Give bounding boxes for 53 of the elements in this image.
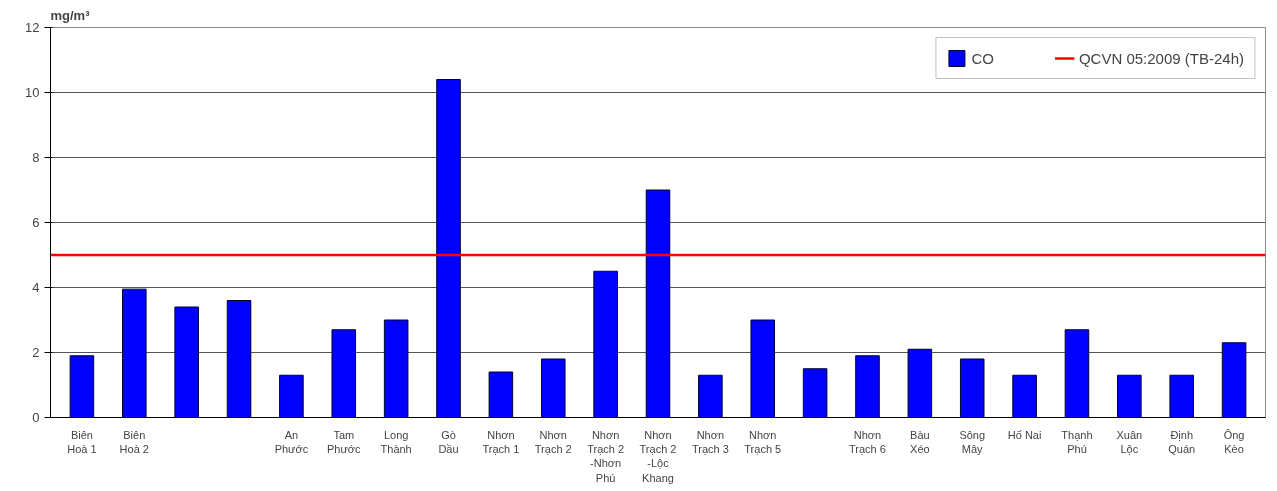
y-tick-label: 6 xyxy=(32,215,40,230)
x-tick-label: Biên Hoà 2 xyxy=(119,428,149,455)
x-tick-label: Nhơn Trạch 3 xyxy=(691,428,729,455)
bar xyxy=(698,374,723,418)
y-tick-label: 10 xyxy=(25,85,40,100)
bar xyxy=(174,306,199,418)
x-tick-label: Nhơn Trạch 2 xyxy=(534,428,572,455)
bar xyxy=(1064,329,1090,418)
x-tick-label: Tam Phước xyxy=(327,428,362,455)
bar xyxy=(645,189,671,418)
bar xyxy=(488,371,514,418)
x-tick-label: An Phước xyxy=(274,428,309,455)
bar xyxy=(1169,374,1194,418)
x-tick-label: Bàu Xéo xyxy=(910,428,930,455)
y-tick-label: 2 xyxy=(32,345,40,360)
x-tick-label: Định Quán xyxy=(1168,428,1196,455)
y-tick-label: 0 xyxy=(32,410,40,425)
x-tick-label: Ông Kèo xyxy=(1223,428,1245,455)
x-tick-label: Biên Hoà 1 xyxy=(67,428,97,455)
bar xyxy=(959,358,985,418)
x-tick-label: Gò Dầu xyxy=(438,428,459,455)
bar xyxy=(1221,342,1247,418)
bar xyxy=(750,319,776,418)
x-tick-label: Hố Nai xyxy=(1007,428,1042,441)
y-tick-label: 4 xyxy=(32,280,40,295)
bar xyxy=(1117,374,1142,418)
x-tick-label: Nhơn Trạch 5 xyxy=(744,428,782,455)
y-tick-label: 8 xyxy=(32,150,40,165)
bar xyxy=(383,319,409,418)
y-tick-label: 12 xyxy=(25,20,40,35)
x-tick-label: Xuân Lộc xyxy=(1116,428,1143,455)
bar xyxy=(907,348,933,418)
legend-label: CO xyxy=(971,49,994,67)
bar xyxy=(226,300,252,418)
bar xyxy=(436,79,461,418)
bar xyxy=(331,329,357,418)
bar xyxy=(855,355,880,418)
x-tick-label: Nhơn Trạch 2 -Lộc Khang xyxy=(639,428,677,484)
x-tick-label: Sông Mây xyxy=(959,428,986,455)
bar xyxy=(802,368,828,418)
x-tick-label: Nhơn Trạch 1 xyxy=(482,428,520,455)
bar xyxy=(122,288,147,418)
x-tick-label: Thạnh Phú xyxy=(1061,428,1093,455)
bar xyxy=(540,358,566,418)
x-tick-label: Nhơn Trạch 2 -Nhơn Phú xyxy=(587,428,625,484)
x-tick-label: Long Thành xyxy=(380,428,412,455)
x-tick-label: Nhơn Trạch 6 xyxy=(849,428,886,455)
bar xyxy=(69,355,95,418)
bar xyxy=(593,270,618,418)
bar xyxy=(1012,374,1037,418)
legend-label: QCVN 05:2009 (TB-24h) xyxy=(1078,49,1244,67)
y-axis-title: mg/m³ xyxy=(50,7,91,23)
bar xyxy=(279,374,304,418)
